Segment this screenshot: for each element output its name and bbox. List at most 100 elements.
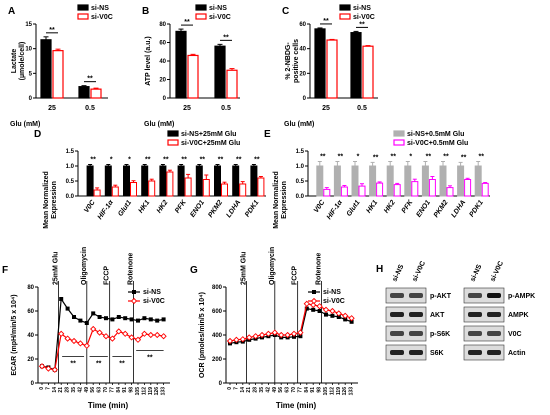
blot-strip (463, 344, 505, 361)
sig-mark-D: * (128, 157, 131, 164)
x-tick-label-F: 35 (71, 387, 77, 393)
x-tick-label-F: 28 (65, 387, 71, 393)
x-tick-label-A: 0.5 (85, 105, 95, 112)
x-tick-label-G: 84 (304, 387, 310, 393)
y-axis-label-E: Expression (281, 181, 288, 219)
data-point-F-si-NS (72, 315, 76, 319)
legend-swatch-D (167, 130, 179, 137)
bar-D-si-V0C+25mM Glu (257, 177, 265, 197)
injection-label-F: Rotenone (127, 253, 134, 285)
blot-strip (385, 325, 427, 342)
x-tick-label-C: 25 (322, 105, 330, 112)
bar-E-si-V0C+0.5mM Glu (446, 187, 454, 197)
bar-B-si-NS (214, 45, 226, 99)
blot-strip (463, 287, 505, 304)
sig-mark-D: ** (181, 157, 187, 164)
data-point-F-si-V0C (38, 363, 46, 370)
bar-E-si-NS+0.5mM Glu (421, 165, 429, 197)
x-tick-label-D: Glut1 (117, 199, 133, 218)
bar-D-si-NS+25mM Glu (177, 165, 185, 197)
x-tick-label-F: 105 (135, 387, 141, 396)
y-axis-label-D: Expression (51, 181, 58, 219)
blot-strip (385, 287, 427, 304)
data-point-F-si-V0C (128, 334, 135, 341)
x-axis-label-G: Time (min) (276, 401, 317, 410)
injection-label-F: 25mM Glu (52, 252, 59, 285)
sig-mark-E: ** (373, 154, 379, 161)
data-point-G-si-V0C (310, 301, 317, 309)
data-point-F-si-V0C (160, 333, 167, 340)
x-tick-label-E: LDHA (450, 199, 467, 219)
legend-label-G: si-NS (323, 289, 341, 296)
legend-swatch-C (339, 4, 351, 11)
legend-marker-G (310, 297, 318, 305)
x-tick-label-B: 0.5 (221, 105, 231, 112)
x-tick-label-F: 126 (154, 387, 160, 396)
x-tick-label-D: ENO1 (189, 199, 206, 219)
panel-label-F: F (2, 265, 8, 276)
x-tick-label-F: 119 (148, 387, 154, 395)
injection-label-G: Rotenone (315, 253, 322, 285)
bar-E-si-V0C+0.5mM Glu (393, 184, 401, 197)
x-axis-label-B: Glu (mM) (144, 121, 174, 128)
bar-E-si-V0C+0.5mM Glu (323, 188, 331, 197)
legend-label-D: si-NS+25mM Glu (181, 131, 236, 138)
data-point-F-si-NS (84, 321, 89, 325)
x-tick-label-A: 25 (48, 105, 56, 112)
injection-label-F: Oligomycin (81, 247, 88, 285)
bar-A-si-NS (40, 39, 52, 99)
data-point-F-si-NS (78, 318, 83, 323)
sig-mark-F: ** (96, 361, 102, 368)
x-tick-label-F: 0 (39, 387, 45, 390)
bar-A-si-V0C (52, 50, 64, 99)
bar-D-si-NS+25mM Glu (232, 165, 240, 197)
bar-E-si-V0C+0.5mM Glu (358, 185, 366, 197)
data-point-G-si-V0C (271, 329, 278, 336)
blot-column-label: si-NS (469, 263, 483, 282)
bar-E-si-NS+0.5mM Glu (404, 165, 412, 197)
data-point-G-si-V0C (284, 331, 291, 339)
bar-D-si-V0C+25mM Glu (221, 183, 228, 197)
legend-marker-F (132, 290, 136, 294)
data-point-F-si-NS (129, 317, 134, 322)
bar-D-si-V0C+25mM Glu (202, 179, 210, 197)
bar-C-si-V0C (326, 39, 338, 99)
data-point-F-si-NS (161, 317, 166, 322)
data-point-F-si-NS (116, 315, 121, 319)
data-point-G-si-V0C (335, 310, 342, 317)
x-tick-label-F: 84 (116, 387, 122, 393)
blot-band (468, 293, 482, 298)
x-tick-label-E: PFK (401, 198, 415, 214)
blot-band (487, 331, 501, 336)
data-point-G-si-V0C (297, 329, 304, 336)
legend-swatch-C (339, 13, 351, 20)
data-point-G-si-NS (336, 315, 341, 319)
blot-band (390, 293, 404, 298)
legend-swatch-B (195, 4, 207, 11)
blot-row-label: V0C (508, 331, 522, 338)
data-point-F-si-V0C (134, 336, 142, 343)
x-tick-label-F: 91 (122, 387, 128, 393)
y-tick-label-D: 1.0 (66, 164, 75, 170)
data-point-F-si-NS (104, 316, 108, 321)
legend-swatch-B (195, 13, 207, 20)
x-tick-label-G: 126 (342, 387, 348, 396)
sig-mark-E: ** (426, 154, 432, 161)
panel-label-C: C (282, 6, 289, 17)
legend-label-E: si-V0C+0.5mM Glu (407, 140, 468, 147)
data-point-F-si-NS (110, 317, 115, 322)
data-point-G-si-V0C (322, 306, 330, 313)
blot-strip (385, 306, 427, 323)
y-axis-label-C: positive cells (293, 39, 300, 83)
sig-mark-E: * (357, 154, 360, 161)
x-axis-label-C: Glu (mM) (284, 121, 314, 128)
bar-C-si-V0C (362, 45, 374, 99)
x-tick-label-E: HIF-1α (326, 199, 345, 221)
y-axis-label-E: Mean Normalized (273, 171, 280, 229)
x-axis-label-F: Time (min) (88, 401, 129, 410)
y-tick-label-A: 0 (29, 96, 33, 102)
x-tick-label-F: 70 (103, 387, 109, 393)
legend-marker-G (312, 290, 316, 294)
x-tick-label-G: 119 (336, 387, 342, 395)
x-tick-label-F: 56 (90, 387, 96, 393)
